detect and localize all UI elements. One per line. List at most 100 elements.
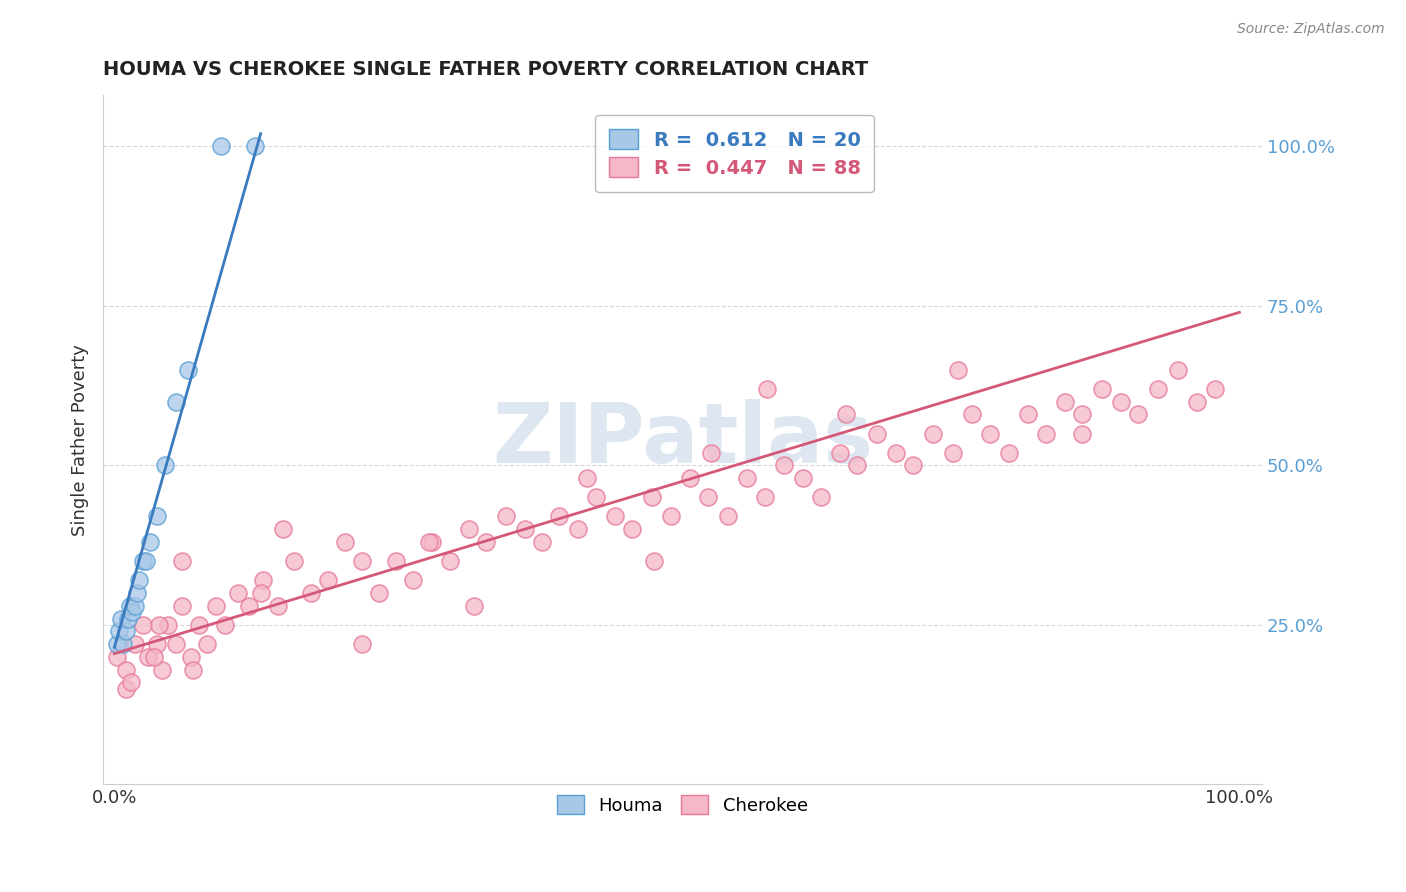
Point — [136, 649, 159, 664]
Point — [463, 599, 485, 613]
Point — [1126, 408, 1149, 422]
Point — [316, 574, 339, 588]
Point — [117, 611, 139, 625]
Point — [333, 535, 356, 549]
Point — [187, 618, 209, 632]
Point — [474, 535, 496, 549]
Point — [1035, 426, 1057, 441]
Point — [243, 139, 266, 153]
Point — [226, 586, 249, 600]
Point — [1091, 382, 1114, 396]
Point — [620, 522, 643, 536]
Point — [997, 446, 1019, 460]
Point — [176, 363, 198, 377]
Point — [150, 663, 173, 677]
Point — [148, 618, 170, 632]
Point — [124, 637, 146, 651]
Point — [1109, 394, 1132, 409]
Text: Source: ZipAtlas.com: Source: ZipAtlas.com — [1237, 22, 1385, 37]
Point — [1147, 382, 1170, 396]
Point — [114, 624, 136, 639]
Point — [165, 394, 187, 409]
Point — [659, 509, 682, 524]
Point — [165, 637, 187, 651]
Point — [170, 554, 193, 568]
Point — [266, 599, 288, 613]
Point — [108, 624, 131, 639]
Point — [401, 574, 423, 588]
Point — [1204, 382, 1226, 396]
Point — [350, 637, 373, 651]
Point — [575, 471, 598, 485]
Point — [271, 522, 294, 536]
Point — [1017, 408, 1039, 422]
Point — [699, 446, 721, 460]
Point — [1053, 394, 1076, 409]
Point — [114, 663, 136, 677]
Point — [121, 605, 143, 619]
Point — [181, 663, 204, 677]
Point — [125, 586, 148, 600]
Point — [157, 618, 180, 632]
Point — [209, 139, 232, 153]
Point — [585, 491, 607, 505]
Point — [828, 446, 851, 460]
Point — [772, 458, 794, 473]
Point — [922, 426, 945, 441]
Point — [114, 681, 136, 696]
Point — [792, 471, 814, 485]
Point — [1166, 363, 1188, 377]
Point — [834, 408, 856, 422]
Point — [105, 649, 128, 664]
Point — [495, 509, 517, 524]
Point — [735, 471, 758, 485]
Text: ZIPatlas: ZIPatlas — [492, 400, 873, 481]
Point — [142, 649, 165, 664]
Point — [716, 509, 738, 524]
Point — [960, 408, 983, 422]
Point — [170, 599, 193, 613]
Point — [204, 599, 226, 613]
Point — [214, 618, 236, 632]
Point — [180, 649, 202, 664]
Point — [112, 637, 135, 651]
Point — [513, 522, 536, 536]
Point — [530, 535, 553, 549]
Legend: Houma, Cherokee: Houma, Cherokee — [548, 786, 817, 823]
Point — [105, 637, 128, 651]
Point — [420, 535, 443, 549]
Point — [1070, 408, 1092, 422]
Point — [1185, 394, 1208, 409]
Point — [603, 509, 626, 524]
Point — [120, 599, 142, 613]
Point — [941, 446, 963, 460]
Point — [124, 599, 146, 613]
Point — [252, 574, 274, 588]
Point — [567, 522, 589, 536]
Point — [195, 637, 218, 651]
Point — [884, 446, 907, 460]
Point — [643, 554, 665, 568]
Point — [128, 574, 150, 588]
Point — [641, 491, 664, 505]
Point — [547, 509, 569, 524]
Point — [135, 554, 157, 568]
Point — [131, 618, 153, 632]
Point — [679, 471, 702, 485]
Point — [457, 522, 479, 536]
Point — [283, 554, 305, 568]
Point — [139, 535, 162, 549]
Point — [367, 586, 389, 600]
Point — [131, 554, 153, 568]
Point — [146, 509, 169, 524]
Point — [845, 458, 868, 473]
Point — [418, 535, 440, 549]
Point — [384, 554, 406, 568]
Point — [439, 554, 461, 568]
Point — [1070, 426, 1092, 441]
Point — [350, 554, 373, 568]
Point — [153, 458, 176, 473]
Text: HOUMA VS CHEROKEE SINGLE FATHER POVERTY CORRELATION CHART: HOUMA VS CHEROKEE SINGLE FATHER POVERTY … — [103, 60, 869, 78]
Point — [697, 491, 720, 505]
Point — [120, 675, 142, 690]
